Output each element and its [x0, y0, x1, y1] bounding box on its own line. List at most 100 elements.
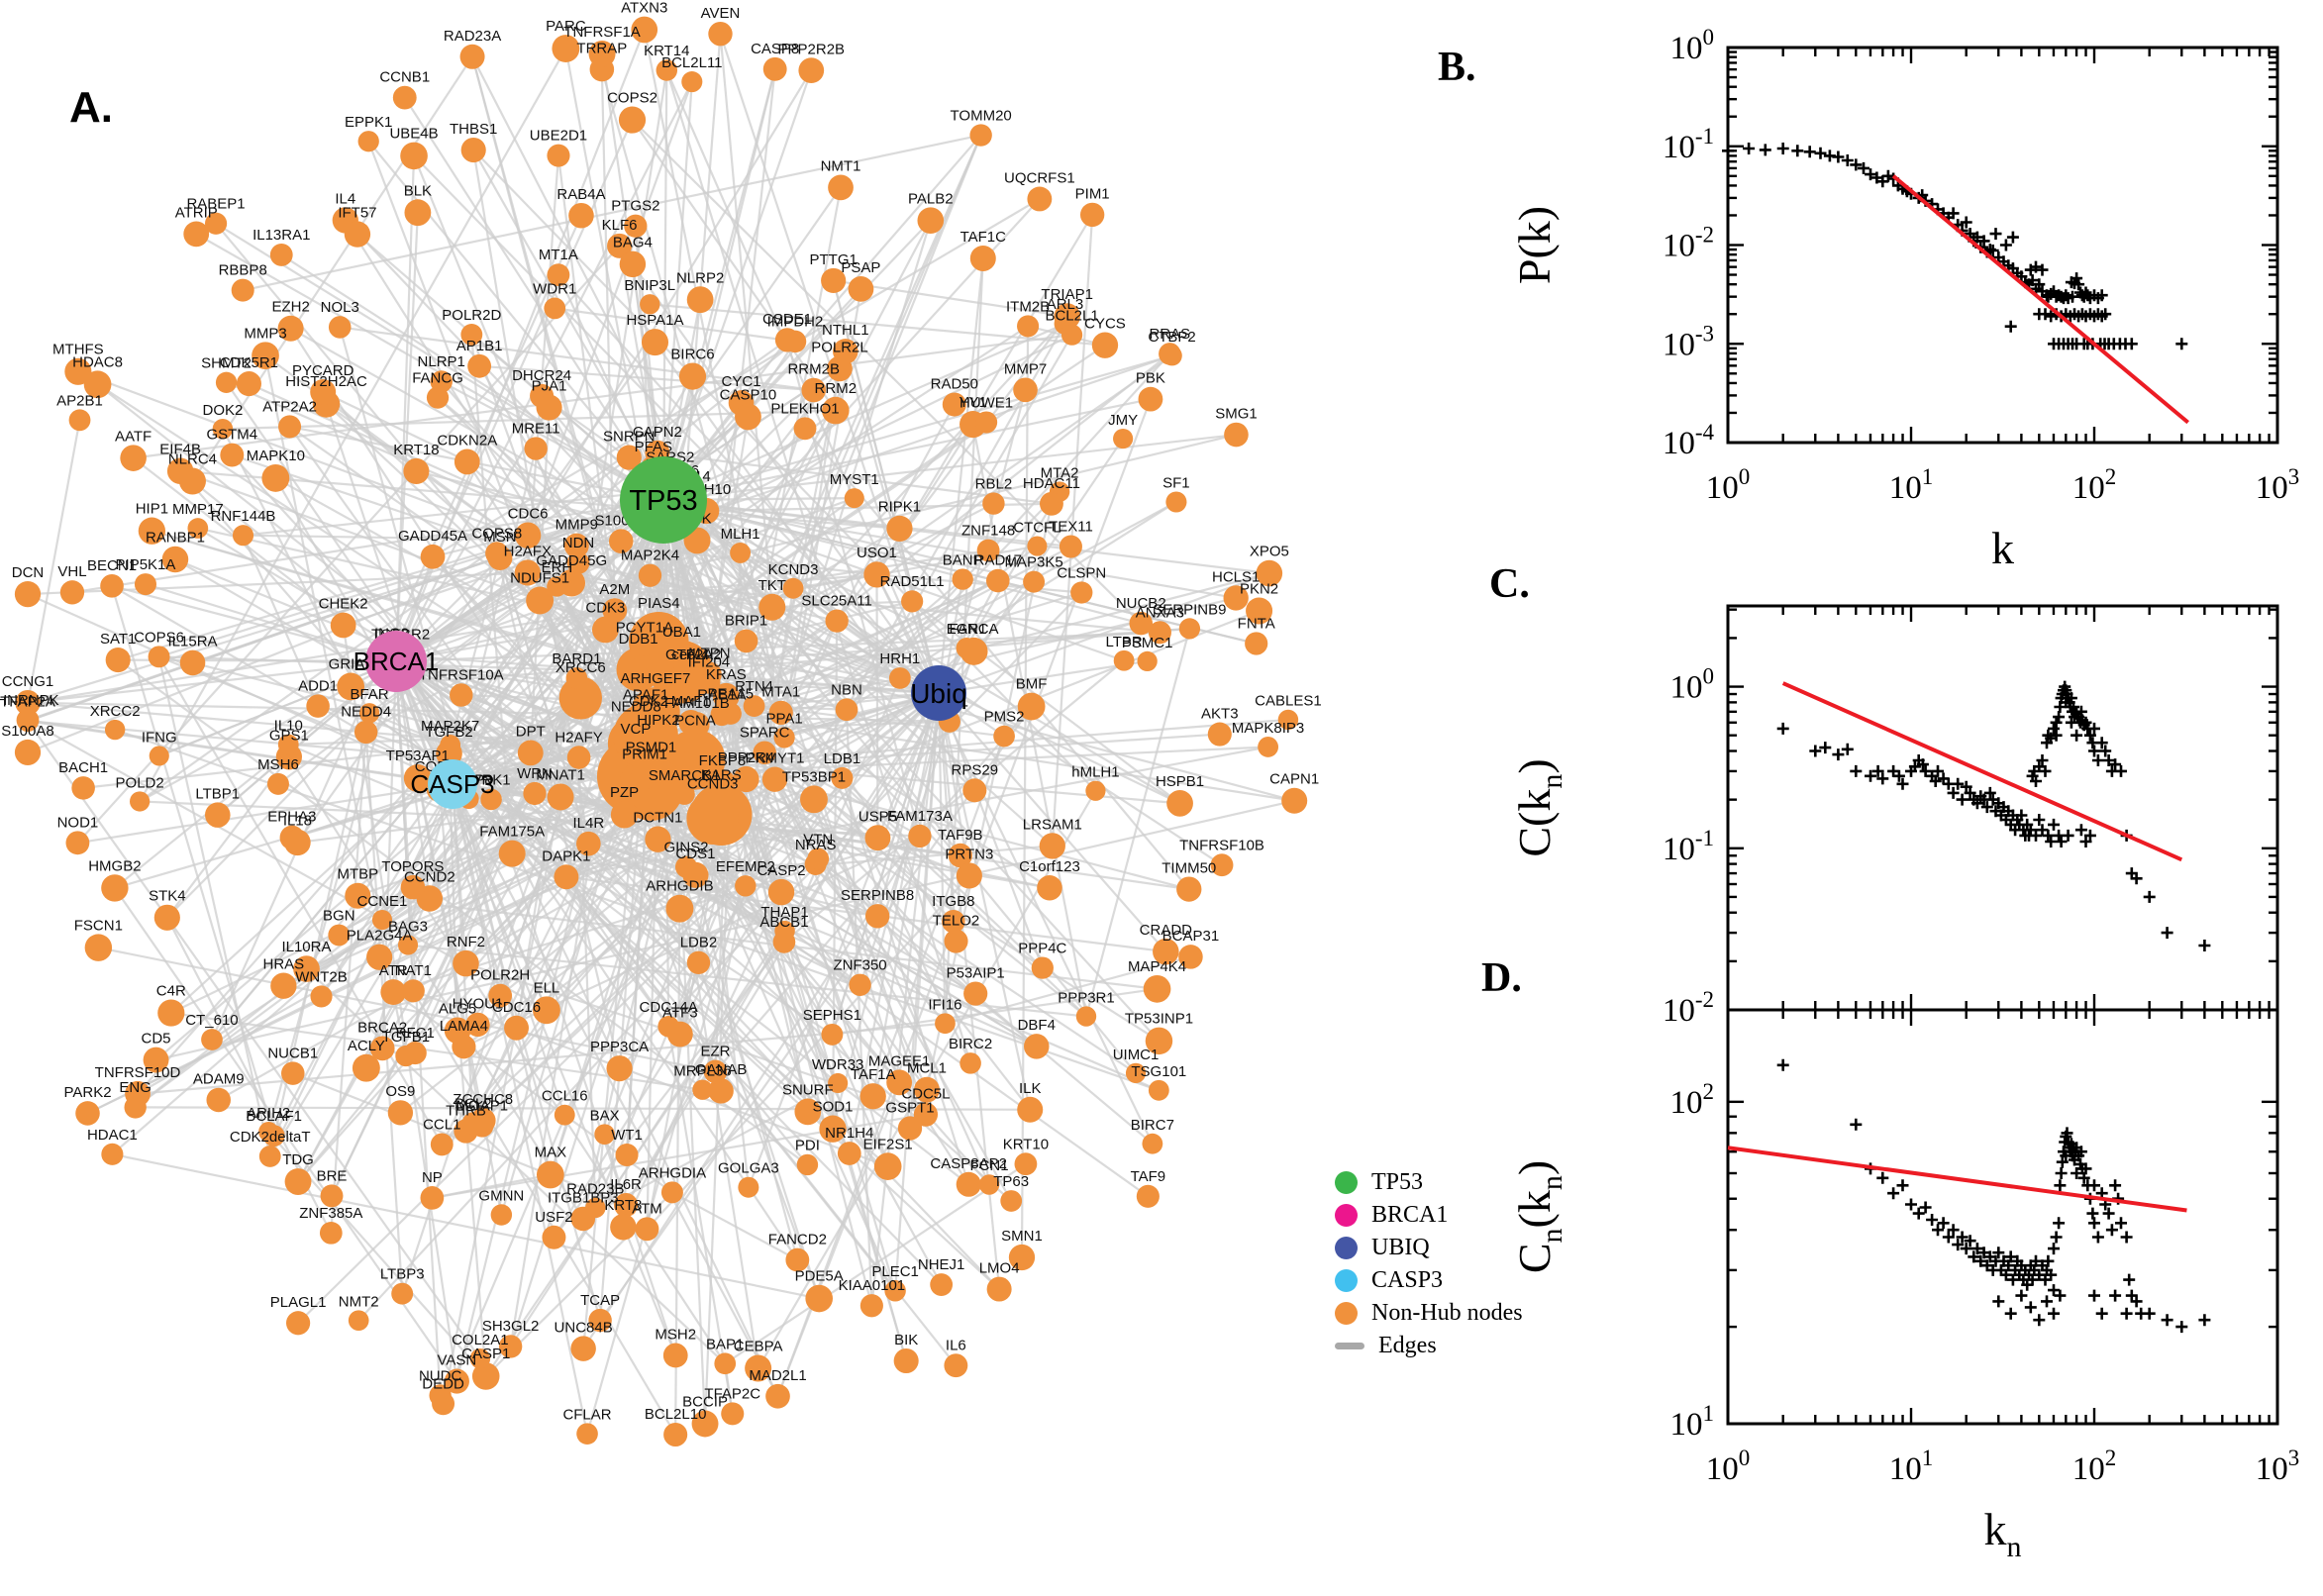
gene-node: [640, 294, 660, 315]
gene-node-label: TFAP2A: [0, 693, 55, 710]
gene-node: [1129, 611, 1153, 636]
axis-ticks: [1726, 606, 2279, 1012]
gene-node-label: DEDD: [422, 1375, 464, 1392]
gene-node-label: PCNA: [674, 713, 716, 730]
gene-node-label: CRADD: [1140, 922, 1193, 939]
gene-node-label: NHEJ1: [918, 1256, 965, 1273]
gene-node-label: PMS2: [984, 709, 1025, 726]
gene-node: [1024, 1034, 1050, 1059]
gene-node-label: BAG4: [613, 235, 653, 251]
gene-node-label: RIPK1: [878, 499, 921, 516]
gene-node-label: CLSPN: [1057, 564, 1106, 581]
gene-node: [498, 1335, 523, 1358]
gene-node-label: UBE2D1: [530, 128, 587, 145]
gene-node-label: GRIA1: [329, 656, 373, 673]
gene-node: [465, 1012, 490, 1038]
axis-tick-label: 10-2: [1663, 987, 1714, 1029]
gene-node-label: RAD50: [931, 376, 978, 393]
gene-node-label: NOL3: [321, 299, 359, 316]
gene-node: [733, 765, 759, 793]
gene-node-label: FAM173A: [887, 808, 953, 825]
gene-node-label: NUCB2: [1116, 595, 1166, 612]
gene-node-label: POLR2L: [811, 340, 868, 356]
gene-node-label: NMT1: [821, 158, 861, 175]
gene-node: [721, 1402, 745, 1426]
gene-node: [544, 297, 566, 320]
gene-node: [130, 791, 151, 812]
gene-node-label: LAMA4: [440, 1018, 488, 1035]
axis-tick-label: 103: [2256, 1446, 2300, 1487]
gene-node-label: SMG1: [1215, 406, 1258, 423]
gene-node-label: CEBPA: [734, 1338, 783, 1354]
gene-node: [344, 221, 371, 248]
gene-node: [914, 1076, 940, 1103]
gene-node: [638, 563, 662, 587]
gene-node-label: WNT2B: [295, 968, 348, 985]
gene-node-label: MAPK8IP3: [1232, 720, 1304, 737]
gene-node: [935, 1013, 956, 1035]
axis-tick-label: 102: [2072, 1446, 2117, 1487]
gene-node: [432, 1392, 455, 1416]
gene-node-label: TAF1C: [960, 229, 1007, 246]
gene-node: [758, 593, 786, 621]
gene-node: [982, 492, 1005, 515]
scatter-plus-markers: [1722, 143, 2188, 350]
gene-node: [366, 944, 393, 970]
gene-node: [576, 831, 601, 856]
gene-node-label: SERPINB9: [1153, 601, 1226, 618]
gene-node-label: PPA1: [765, 710, 802, 727]
hub-node-casp3: [428, 759, 477, 809]
gene-node-label: NEDD8: [611, 699, 661, 716]
gene-node-label: BCL2L10: [645, 1406, 707, 1423]
gene-node: [547, 783, 574, 811]
gene-node-label: CDC5L: [901, 1086, 950, 1103]
gene-node: [143, 1047, 169, 1073]
gene-node-label: DHCR24: [512, 367, 571, 384]
gene-node: [831, 766, 854, 789]
legend-label: Edges: [1378, 1332, 1437, 1358]
gene-node-label: GMNN: [478, 1187, 524, 1204]
gene-node-label: MMP7: [1004, 360, 1047, 377]
gene-node-label: DOK2: [202, 402, 243, 419]
gene-node-label: S100A8: [1, 723, 53, 740]
gene-node-label: WDR1: [533, 281, 576, 298]
gene-node-label: ZNF350: [833, 957, 886, 974]
gene-node-label: CCL1: [423, 1116, 460, 1133]
gene-node-label: PIM1: [1075, 186, 1110, 203]
gene-node: [215, 371, 238, 393]
gene-node: [206, 1087, 231, 1113]
gene-node: [692, 1079, 713, 1100]
gene-node-label: CASP2: [757, 862, 805, 879]
gene-node-label: POLR2D: [442, 307, 501, 324]
legend-item-casp3: CASP3: [1335, 1267, 1523, 1293]
gene-node-label: IL6: [946, 1337, 966, 1353]
gene-node-label: ATXN3: [621, 0, 667, 17]
gene-node: [444, 1368, 469, 1394]
gene-node: [352, 1053, 380, 1082]
gene-node: [956, 1171, 981, 1197]
gene-node: [613, 1192, 639, 1218]
gene-node: [554, 864, 579, 890]
gene-node-label: TOMM20: [951, 107, 1012, 124]
gene-node: [619, 250, 647, 278]
gene-node-label: HUWE1: [960, 394, 1013, 411]
gene-node: [828, 174, 854, 201]
gene-node: [526, 586, 555, 615]
gene-node-label: MTA2: [1041, 464, 1079, 481]
gene-node: [328, 924, 351, 947]
gene-node-label: ABCB1: [759, 914, 808, 931]
gene-node: [986, 1276, 1012, 1302]
gene-node-label: OS9: [385, 1083, 415, 1100]
gene-node-label: ATP2A2: [262, 398, 317, 415]
gene-node-label: FCN1: [969, 1157, 1008, 1174]
gene-node: [606, 1055, 633, 1082]
gene-node: [1113, 428, 1134, 449]
gene-node: [1027, 186, 1053, 212]
gene-node-label: HSPA1A: [626, 312, 683, 329]
gene-node: [663, 1422, 688, 1447]
gene-node: [1176, 876, 1202, 902]
gene-node: [618, 106, 647, 134]
gene-node-label: CASP8: [751, 41, 799, 57]
gene-node-label: NUCB1: [267, 1045, 318, 1061]
